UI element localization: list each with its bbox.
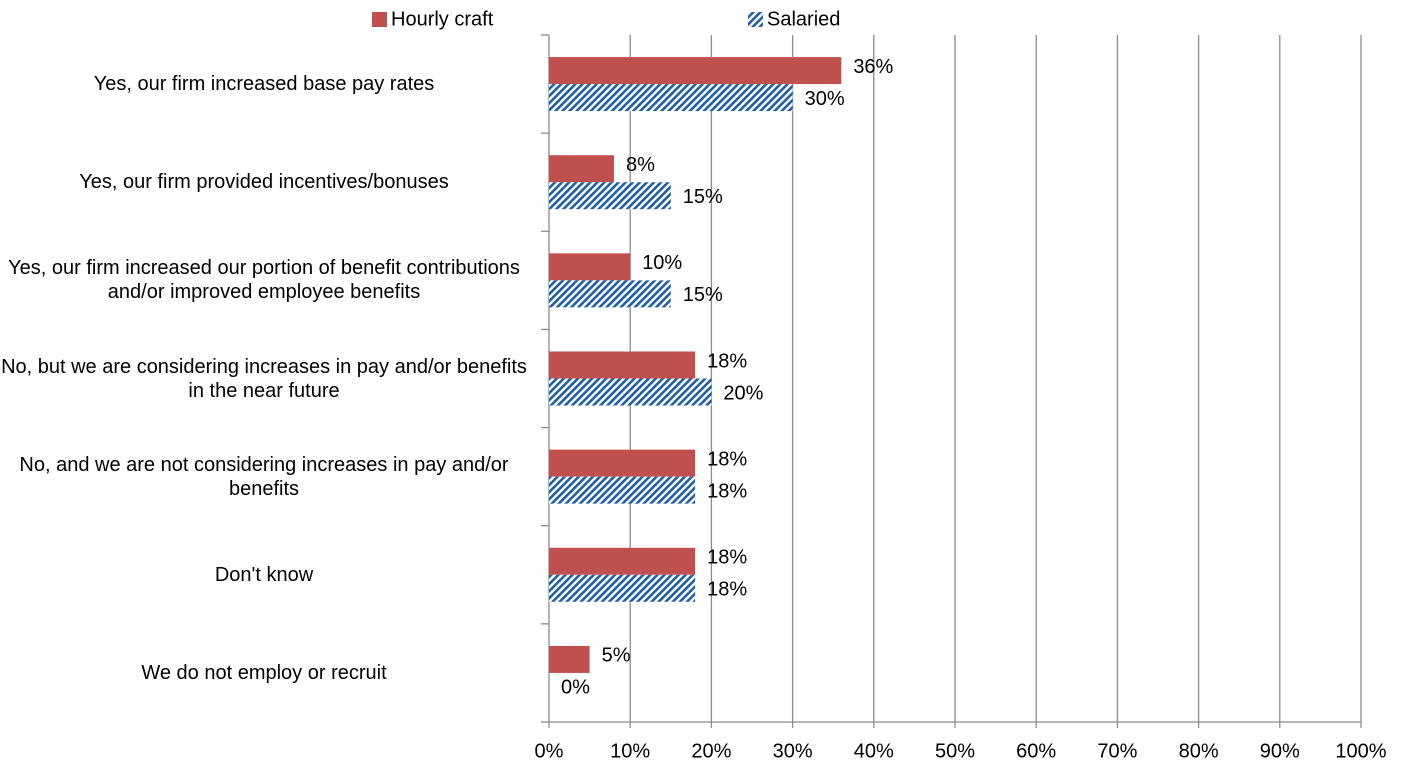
value-label: 18% xyxy=(707,547,747,569)
category-label: No, and we are not considering increases… xyxy=(19,453,509,500)
bar xyxy=(549,476,696,504)
x-tick-label: 60% xyxy=(1016,740,1056,762)
category-label: Don't know xyxy=(214,563,314,586)
value-label: 18% xyxy=(707,579,747,601)
category-label: Yes, our firm increased our portion of b… xyxy=(8,257,520,304)
value-label: 36% xyxy=(853,56,893,78)
bar xyxy=(549,351,696,379)
bar xyxy=(549,253,631,281)
x-tick-label: 70% xyxy=(1097,740,1137,762)
bar xyxy=(549,155,614,183)
bar xyxy=(549,449,696,477)
value-label: 20% xyxy=(723,382,763,404)
x-tick-label: 30% xyxy=(773,740,813,762)
x-tick-label: 50% xyxy=(935,740,975,762)
x-tick-label: 100% xyxy=(1335,740,1386,762)
value-label: 0% xyxy=(561,677,590,699)
value-label: 30% xyxy=(805,88,845,110)
legend-swatch xyxy=(748,12,763,27)
value-label: 18% xyxy=(707,448,747,470)
category-label: We do not employ or recruit xyxy=(141,661,387,684)
category-label: Yes, our firm increased base pay rates xyxy=(93,73,435,96)
value-label: 18% xyxy=(707,350,747,372)
bar xyxy=(549,547,696,575)
bar xyxy=(549,378,712,406)
value-label: 5% xyxy=(602,645,631,667)
value-label: 15% xyxy=(683,186,723,208)
category-label: No, but we are considering increases in … xyxy=(1,355,527,402)
bar xyxy=(549,645,590,673)
x-tick-label: 20% xyxy=(691,740,731,762)
x-tick-label: 80% xyxy=(1179,740,1219,762)
legend-label: Hourly craft xyxy=(391,8,494,30)
value-label: 15% xyxy=(683,284,723,306)
x-tick-label: 90% xyxy=(1260,740,1300,762)
x-tick-label: 10% xyxy=(610,740,650,762)
value-label: 18% xyxy=(707,480,747,502)
value-label: 10% xyxy=(642,252,682,274)
bar xyxy=(549,84,793,112)
bar xyxy=(549,280,671,308)
bar xyxy=(549,182,671,210)
legend-label: Salaried xyxy=(767,8,840,30)
x-tick-label: 40% xyxy=(854,740,894,762)
x-tick-label: 0% xyxy=(535,740,564,762)
value-label: 8% xyxy=(626,154,655,176)
legend-swatch xyxy=(372,12,387,27)
category-label: Yes, our firm provided incentives/bonuse… xyxy=(79,171,449,194)
bar xyxy=(549,574,696,602)
bar xyxy=(549,57,842,85)
